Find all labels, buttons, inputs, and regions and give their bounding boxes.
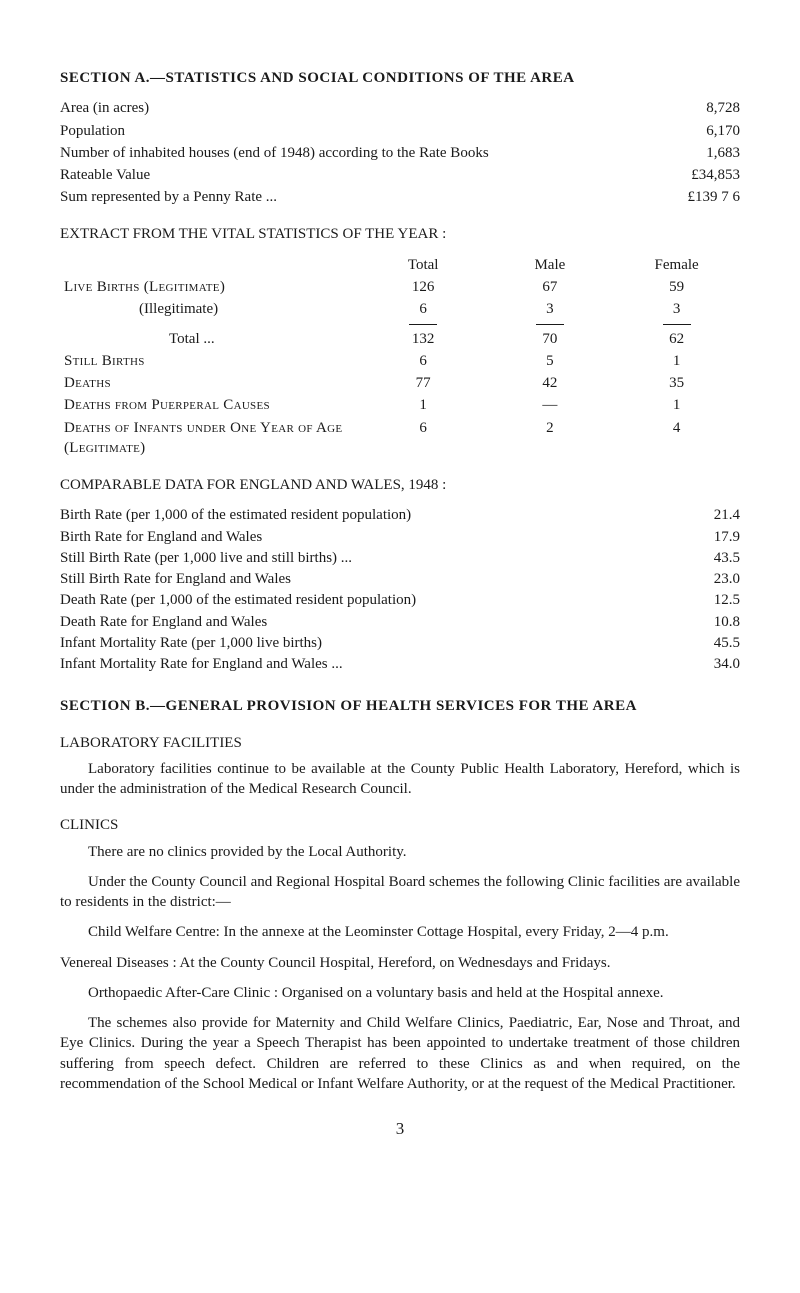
row-label: Total ... xyxy=(60,328,360,350)
comp-value: 43.5 xyxy=(680,548,740,568)
clinics-p5: Orthopaedic After-Care Clinic : Organise… xyxy=(60,983,740,1003)
cell-male: 5 xyxy=(487,350,614,372)
col-header-male: Male xyxy=(487,254,614,276)
comp-label: Birth Rate for England and Wales xyxy=(60,527,680,547)
clinics-p4: Venereal Diseases : At the County Counci… xyxy=(60,953,740,973)
row-label: Still Births xyxy=(60,350,360,372)
cell-male: 3 xyxy=(487,298,614,320)
table-row: Total ...1327062 xyxy=(60,328,740,350)
page-number: 3 xyxy=(60,1118,740,1141)
cell-female: 59 xyxy=(613,276,740,298)
cell-total: 126 xyxy=(360,276,487,298)
lab-heading: LABORATORY FACILITIES xyxy=(60,733,740,753)
cell-female: 4 xyxy=(613,417,740,460)
cell-female: 1 xyxy=(613,350,740,372)
comp-value: 21.4 xyxy=(680,505,740,525)
row-label: Deaths xyxy=(60,372,360,394)
comp-row: Infant Mortality Rate for England and Wa… xyxy=(60,654,740,674)
cell-male: 70 xyxy=(487,328,614,350)
clinics-heading: CLINICS xyxy=(60,815,740,835)
stat-row: Population6,170 xyxy=(60,121,740,141)
cell-female: 1 xyxy=(613,394,740,416)
comp-label: Death Rate (per 1,000 of the estimated r… xyxy=(60,590,680,610)
stat-row: Number of inhabited houses (end of 1948)… xyxy=(60,143,740,163)
comp-value: 45.5 xyxy=(680,633,740,653)
row-label: (Illegitimate) xyxy=(60,298,360,320)
cell-male: 42 xyxy=(487,372,614,394)
table-row: (Illegitimate)633 xyxy=(60,298,740,320)
cell-total: 1 xyxy=(360,394,487,416)
clinics-p1: There are no clinics provided by the Loc… xyxy=(60,842,740,862)
section-b-title: SECTION B.—GENERAL PROVISION OF HEALTH S… xyxy=(60,696,740,716)
extract-heading: EXTRACT FROM THE VITAL STATISTICS OF THE… xyxy=(60,224,740,244)
table-row: Live Births (Legitimate)1266759 xyxy=(60,276,740,298)
cell-total: 77 xyxy=(360,372,487,394)
stat-row: Sum represented by a Penny Rate ...£139 … xyxy=(60,187,740,207)
stat-label: Rateable Value xyxy=(60,165,671,185)
comp-row: Birth Rate (per 1,000 of the estimated r… xyxy=(60,505,740,525)
cell-male: 2 xyxy=(487,417,614,460)
stat-value: £34,853 xyxy=(671,165,740,185)
stat-value: £139 7 6 xyxy=(668,187,741,207)
cell-male: — xyxy=(487,394,614,416)
stat-row: Area (in acres)8,728 xyxy=(60,98,740,118)
comp-row: Death Rate (per 1,000 of the estimated r… xyxy=(60,590,740,610)
table-row xyxy=(60,321,740,328)
stat-value: 1,683 xyxy=(686,143,740,163)
cell-total: 132 xyxy=(360,328,487,350)
lab-para: Laboratory facilities continue to be ava… xyxy=(60,759,740,800)
comp-row: Still Birth Rate (per 1,000 live and sti… xyxy=(60,548,740,568)
section-a-title: SECTION A.—STATISTICS AND SOCIAL CONDITI… xyxy=(60,68,740,88)
comp-row: Birth Rate for England and Wales17.9 xyxy=(60,527,740,547)
comp-label: Infant Mortality Rate (per 1,000 live bi… xyxy=(60,633,680,653)
comp-row: Death Rate for England and Wales10.8 xyxy=(60,612,740,632)
col-header-total: Total xyxy=(360,254,487,276)
row-label: Deaths from Puerperal Causes xyxy=(60,394,360,416)
comp-label: Still Birth Rate for England and Wales xyxy=(60,569,680,589)
comp-value: 17.9 xyxy=(680,527,740,547)
comp-value: 12.5 xyxy=(680,590,740,610)
cell-female: 62 xyxy=(613,328,740,350)
cell-total: 6 xyxy=(360,417,487,460)
clinics-p2: Under the County Council and Regional Ho… xyxy=(60,872,740,913)
row-label: Deaths of Infants under One Year of Age … xyxy=(60,417,360,460)
table-row: Deaths of Infants under One Year of Age … xyxy=(60,417,740,460)
cell-male: 67 xyxy=(487,276,614,298)
cell-female: 35 xyxy=(613,372,740,394)
comp-value: 23.0 xyxy=(680,569,740,589)
stat-label: Sum represented by a Penny Rate ... xyxy=(60,187,668,207)
row-label: Live Births (Legitimate) xyxy=(60,276,360,298)
stat-label: Number of inhabited houses (end of 1948)… xyxy=(60,143,686,163)
comp-label: Still Birth Rate (per 1,000 live and sti… xyxy=(60,548,680,568)
stat-label: Area (in acres) xyxy=(60,98,686,118)
stat-row: Rateable Value£34,853 xyxy=(60,165,740,185)
cell-female: 3 xyxy=(613,298,740,320)
col-header-female: Female xyxy=(613,254,740,276)
comp-label: Death Rate for England and Wales xyxy=(60,612,680,632)
table-row: Deaths774235 xyxy=(60,372,740,394)
table-row: Still Births651 xyxy=(60,350,740,372)
comp-label: Infant Mortality Rate for England and Wa… xyxy=(60,654,680,674)
comp-value: 34.0 xyxy=(680,654,740,674)
stat-label: Population xyxy=(60,121,686,141)
clinics-p6: The schemes also provide for Maternity a… xyxy=(60,1013,740,1094)
table-row: Deaths from Puerperal Causes1—1 xyxy=(60,394,740,416)
comp-row: Still Birth Rate for England and Wales23… xyxy=(60,569,740,589)
cell-total: 6 xyxy=(360,298,487,320)
comp-row: Infant Mortality Rate (per 1,000 live bi… xyxy=(60,633,740,653)
stat-value: 6,170 xyxy=(686,121,740,141)
comp-label: Birth Rate (per 1,000 of the estimated r… xyxy=(60,505,680,525)
clinics-p3: Child Welfare Centre: In the annexe at t… xyxy=(60,922,740,942)
cell-total: 6 xyxy=(360,350,487,372)
comp-value: 10.8 xyxy=(680,612,740,632)
vital-stats-table: Total Male Female Live Births (Legitimat… xyxy=(60,254,740,459)
stat-value: 8,728 xyxy=(686,98,740,118)
comparable-heading: COMPARABLE DATA FOR ENGLAND AND WALES, 1… xyxy=(60,475,740,495)
